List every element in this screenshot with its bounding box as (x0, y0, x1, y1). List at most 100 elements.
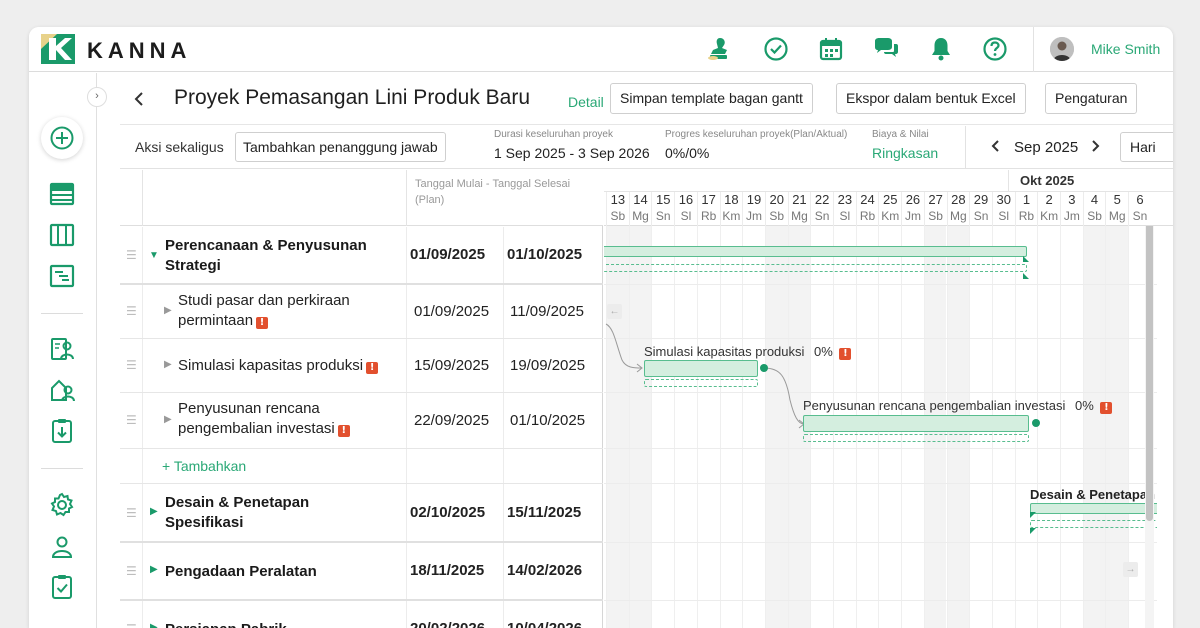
expand-caret-icon[interactable]: ▶ (164, 359, 172, 370)
task-start-date[interactable]: 18/11/2025 (410, 562, 485, 579)
task-name[interactable]: Simulasi kapasitas produksi! (178, 356, 403, 376)
scrollbar-thumb[interactable] (1146, 176, 1153, 521)
day-number: 23 (837, 192, 853, 207)
expand-caret-icon[interactable]: ▶ (150, 564, 158, 575)
task-end-date[interactable]: 15/11/2025 (507, 504, 582, 521)
task-start-date[interactable]: 01/09/2025 (414, 303, 490, 320)
expand-caret-icon[interactable]: ▶ (164, 305, 172, 316)
gantt-bar-plan[interactable] (644, 360, 758, 377)
drag-handle-icon[interactable]: ☰ (126, 564, 137, 578)
day-weekday: Km (881, 209, 900, 223)
cost-summary-link[interactable]: Ringkasan (872, 145, 939, 161)
scroll-left-icon[interactable]: ← (607, 304, 622, 319)
gantt-timeline-header: Okt 2025 13 Sb 14 Mg 15 Sn 16 Sl 17 Rb 18 Km 19 Jm 20 S… (604, 170, 1173, 226)
chevron-left-icon (134, 92, 143, 106)
task-start-date[interactable]: 01/09/2025 (410, 246, 486, 263)
task-name[interactable]: Penyusunan rencana pengembalian investas… (178, 399, 403, 439)
export-excel-button[interactable]: Ekspor dalam bentuk Excel (836, 83, 1026, 114)
settings-button[interactable]: Pengaturan (1045, 83, 1138, 114)
add-person-button[interactable]: Tambahkan penanggung jawab (235, 132, 446, 162)
help-icon[interactable] (981, 35, 1009, 63)
day-weekday: Jm (1063, 209, 1080, 223)
task-start-date[interactable]: 22/09/2025 (414, 412, 490, 429)
task-name[interactable]: Persiapan Pabrik (165, 620, 390, 628)
task-name[interactable]: Perencanaan & Penyusunan Strategi (165, 237, 367, 274)
gantt-bar-plan[interactable] (604, 246, 1027, 257)
dependency-handle[interactable] (1032, 419, 1040, 427)
add-task-link[interactable]: + Tambahkan (162, 458, 247, 474)
detail-link[interactable]: Detail (568, 94, 604, 110)
task-end-date[interactable]: 01/10/2025 (507, 246, 583, 263)
task-end-date[interactable]: 19/09/2025 (510, 357, 586, 374)
table-row[interactable]: ☰ ▶ Studi pasar dan perkiraan permintaan… (120, 285, 603, 339)
check-circle-icon[interactable] (762, 35, 790, 63)
gantt-bar-actual[interactable] (803, 434, 1029, 442)
next-month-button[interactable] (1088, 138, 1102, 158)
task-end-date[interactable]: 11/09/2025 (510, 303, 584, 320)
day-header-cell: 14 Mg (628, 192, 652, 226)
task-start-date[interactable]: 02/10/2025 (410, 504, 486, 521)
drag-handle-icon[interactable]: ☰ (126, 506, 137, 520)
task-name[interactable]: Desain & Penetapan Spesifikasi (165, 494, 310, 531)
gantt-bar-actual[interactable] (644, 379, 758, 387)
drag-handle-icon[interactable]: ☰ (126, 304, 137, 318)
drag-handle-icon[interactable]: ☰ (126, 358, 137, 372)
task-end-date[interactable]: 01/10/2025 (510, 412, 586, 429)
expand-caret-icon[interactable]: ▶ (150, 622, 158, 628)
project-people-icon[interactable] (48, 335, 76, 363)
day-number: 6 (1136, 192, 1144, 207)
list-view-icon[interactable] (48, 180, 76, 208)
task-end-date[interactable]: 10/04/2026 (507, 620, 582, 628)
table-row-group[interactable]: ☰ ▶ Desain & Penetapan Spesifikasi 02/10… (120, 484, 603, 543)
collapse-caret-icon[interactable]: ▼ (149, 250, 159, 261)
warning-icon: ! (366, 362, 379, 374)
drag-handle-icon[interactable]: ☰ (126, 622, 137, 628)
table-row-group[interactable]: ☰ ▶ Persiapan Pabrik 20/02/2026 10/04/20… (120, 601, 603, 628)
progress-value: 0%/0% (665, 145, 710, 161)
duration-caption: Durasi keseluruhan proyek (494, 129, 613, 140)
settings-icon[interactable] (48, 491, 76, 519)
user-icon[interactable] (48, 533, 76, 561)
task-start-date[interactable]: 15/09/2025 (414, 357, 490, 374)
dependency-handle[interactable] (760, 364, 768, 372)
clipboard-check-icon[interactable] (48, 573, 76, 601)
calendar-icon[interactable] (817, 35, 845, 63)
board-view-icon[interactable] (48, 221, 76, 249)
save-template-button[interactable]: Simpan template bagan gantt (610, 83, 813, 114)
avatar[interactable] (1050, 37, 1074, 61)
add-button[interactable] (41, 117, 83, 159)
gantt-bar-plan[interactable] (1030, 503, 1173, 514)
gantt-bar-actual[interactable] (1030, 520, 1173, 528)
task-start-date[interactable]: 20/02/2026 (410, 620, 485, 628)
back-button[interactable] (128, 87, 150, 111)
scroll-right-icon[interactable]: → (1123, 562, 1138, 577)
gantt-bar-actual[interactable] (604, 264, 1027, 272)
view-scale-select[interactable]: Hari (1120, 132, 1173, 162)
bell-icon[interactable] (927, 35, 955, 63)
prev-month-button[interactable] (989, 138, 1003, 158)
app-window: KANNA (29, 27, 1173, 628)
task-name[interactable]: Studi pasar dan perkiraan permintaan! (178, 291, 403, 331)
table-row[interactable]: ☰ ▶ Simulasi kapasitas produksi! 15/09/2… (120, 339, 603, 393)
drag-handle-icon[interactable]: ☰ (126, 413, 137, 427)
chat-icon[interactable] (872, 35, 900, 63)
user-name[interactable]: Mike Smith (1091, 41, 1161, 57)
table-row-group[interactable]: ☰ ▼ Perencanaan & Penyusunan Strategi 01… (120, 227, 603, 285)
sidebar-toggle-button[interactable]: › (87, 87, 107, 107)
day-grid-line (1082, 226, 1084, 628)
day-weekday: Sb (610, 209, 626, 223)
drag-handle-icon[interactable]: ☰ (126, 248, 137, 262)
stamp-icon[interactable] (705, 35, 733, 63)
task-name[interactable]: Pengadaan Peralatan (165, 563, 317, 580)
vertical-scrollbar[interactable] (1145, 170, 1154, 628)
expand-caret-icon[interactable]: ▶ (150, 506, 158, 517)
expand-caret-icon[interactable]: ▶ (164, 414, 172, 425)
gantt-view-icon[interactable] (48, 262, 76, 290)
gantt-bar-plan[interactable] (803, 415, 1029, 432)
table-row-group[interactable]: ☰ ▶ Pengadaan Peralatan 18/11/2025 14/02… (120, 543, 603, 601)
day-weekday: Sb (769, 209, 785, 223)
task-end-date[interactable]: 14/02/2026 (507, 562, 583, 579)
download-doc-icon[interactable] (48, 417, 76, 445)
table-row[interactable]: ☰ ▶ Penyusunan rencana pengembalian inve… (120, 393, 603, 449)
building-user-icon[interactable] (48, 376, 76, 404)
